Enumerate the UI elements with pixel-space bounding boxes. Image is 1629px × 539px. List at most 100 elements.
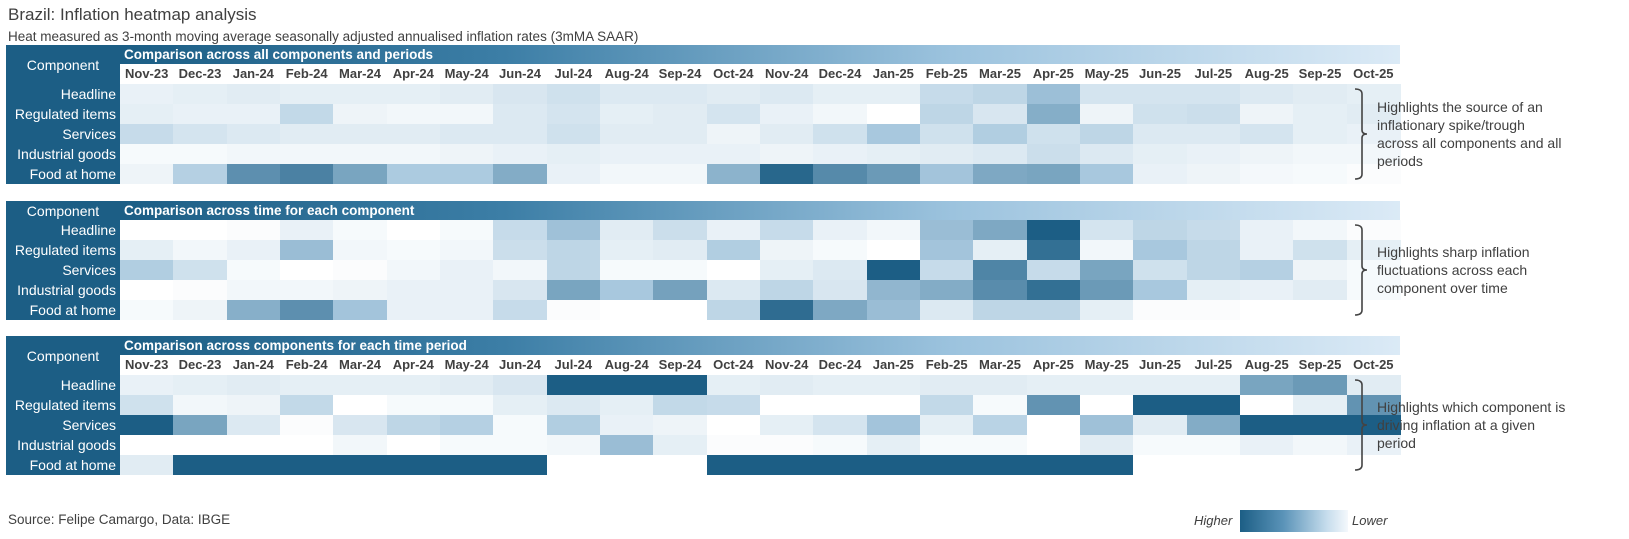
heatmap-cell (813, 104, 868, 124)
heatmap-cell (653, 395, 708, 415)
heatmap-cell (546, 395, 601, 415)
heatmap-cell (1026, 455, 1081, 475)
heatmap-cell (706, 84, 761, 104)
heatmap-cell (973, 415, 1028, 435)
heatmap-cell (760, 300, 814, 320)
heatmap-cell (226, 104, 281, 124)
heatmap-cell (920, 240, 974, 260)
heatmap-cell (920, 124, 974, 144)
heatmap-cell (706, 455, 761, 475)
month-label: May-25 (1084, 357, 1129, 372)
heatmap-cell (706, 104, 761, 124)
heatmap-cell (866, 415, 921, 435)
month-label: Apr-24 (392, 357, 434, 372)
heatmap-cell (226, 240, 281, 260)
heatmap-cell (1240, 164, 1294, 184)
heatmap-cell (866, 375, 921, 395)
month-label: Mar-24 (339, 357, 381, 372)
heatmap-cell (1346, 280, 1401, 300)
heatmap-cell (333, 84, 388, 104)
heatmap-cell (1346, 260, 1401, 280)
heatmap-cell (973, 300, 1028, 320)
heatmap-cell (386, 455, 441, 475)
component-header: Component (6, 45, 120, 84)
heatmap-cell (1186, 144, 1241, 164)
heatmap-cell (280, 144, 334, 164)
heatmap-cell (226, 144, 281, 164)
heatmap-cell (1346, 435, 1401, 455)
heatmap-cell (386, 220, 441, 240)
heatmap-cell (333, 240, 388, 260)
heatmap-cell (973, 124, 1028, 144)
heatmap-cell (333, 375, 388, 395)
month-label: Oct-24 (713, 66, 754, 81)
heatmap-cell (1133, 395, 1188, 415)
heatmap-cell (600, 104, 654, 124)
heatmap-cell (120, 280, 174, 300)
heatmap-cell (760, 375, 814, 395)
heatmap-cell (440, 395, 494, 415)
heatmap-cell (546, 300, 601, 320)
heatmap-cell (333, 220, 388, 240)
heatmap-cell (1133, 144, 1188, 164)
month-label: Jul-24 (554, 357, 593, 372)
heatmap-cell (333, 104, 388, 124)
heatmap-cell (813, 435, 868, 455)
heatmap-cell (1133, 455, 1188, 475)
heatmap-cell (120, 220, 174, 240)
heatmap-cell (1293, 164, 1348, 184)
month-label: Jun-24 (499, 66, 541, 81)
heatmap-cell (386, 164, 441, 184)
heatmap-cell (226, 435, 281, 455)
heatmap-cell (1186, 280, 1241, 300)
heatmap-cell (920, 164, 974, 184)
heatmap-cell (760, 435, 814, 455)
heatmap-cell (493, 240, 548, 260)
heatmap-cell (1186, 220, 1241, 240)
heatmap-cell (173, 124, 228, 144)
month-label: Oct-24 (713, 357, 754, 372)
month-label: Dec-24 (818, 357, 862, 372)
heatmap-grid (120, 84, 1401, 184)
heatmap-cell (1080, 415, 1134, 435)
month-label: Aug-25 (1244, 357, 1289, 372)
heatmap-cell (546, 415, 601, 435)
heatmap-cell (280, 395, 334, 415)
row-label: Industrial goods (6, 144, 120, 164)
source-note: Source: Felipe Camargo, Data: IBGE (8, 512, 231, 527)
month-label: Nov-23 (124, 357, 169, 372)
heatmap-cell (1293, 455, 1348, 475)
heatmap-cell (1186, 395, 1241, 415)
heatmap-cell (1186, 260, 1241, 280)
heatmap-cell (653, 280, 708, 300)
heatmap-cell (706, 280, 761, 300)
heatmap-cell (173, 455, 228, 475)
heatmap-cell (280, 375, 334, 395)
heatmap-cell (866, 164, 921, 184)
heatmap-cell (653, 260, 708, 280)
heatmap-cell (1346, 415, 1401, 435)
heatmap-cell (440, 124, 494, 144)
month-label: Oct-25 (1353, 357, 1394, 372)
month-label: Jan-24 (232, 66, 274, 81)
heatmap-cell (813, 395, 868, 415)
heatmap-cell (1293, 395, 1348, 415)
heatmap-cell (280, 415, 334, 435)
heatmap-cell (973, 164, 1028, 184)
heatmap-cell (600, 435, 654, 455)
heatmap-cell (1080, 455, 1134, 475)
heatmap-cell (386, 280, 441, 300)
heatmap-cell (280, 164, 334, 184)
heatmap-cell (920, 280, 974, 300)
month-label: Jul-24 (554, 66, 593, 81)
heatmap-grid (120, 220, 1401, 320)
heatmap-cell (173, 240, 228, 260)
month-label: Feb-25 (925, 357, 968, 372)
heatmap-cell (1240, 375, 1294, 395)
heatmap-cell (546, 455, 601, 475)
heatmap-cell (1026, 240, 1081, 260)
heatmap-cell (280, 220, 334, 240)
heatmap-cell (706, 220, 761, 240)
heatmap-cell (653, 164, 708, 184)
heatmap-cell (1080, 220, 1134, 240)
